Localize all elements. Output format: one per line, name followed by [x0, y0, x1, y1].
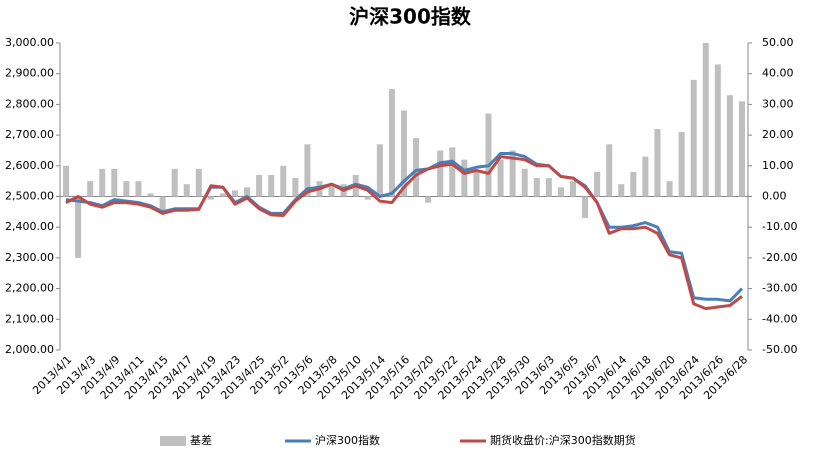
y2-tick-label: -50.00 [762, 343, 797, 356]
bar [232, 190, 239, 197]
y2-tick-label: -20.00 [762, 251, 797, 264]
bar [714, 64, 721, 197]
bar [207, 196, 214, 200]
y2-tick-label: 20.00 [762, 128, 794, 141]
y-tick-label: 2,200.00 [5, 282, 54, 295]
bar [171, 168, 178, 197]
bar [437, 150, 444, 197]
y2-tick-label: 0.00 [762, 190, 787, 203]
bar [666, 181, 673, 197]
bar [557, 187, 564, 197]
bar [268, 175, 275, 197]
bar [497, 159, 504, 197]
y2-tick-label: 10.00 [762, 159, 794, 172]
bar [111, 168, 118, 197]
bar [545, 178, 552, 197]
bar [388, 89, 395, 197]
y-tick-label: 2,600.00 [5, 159, 54, 172]
bar [485, 113, 492, 197]
bar [461, 159, 468, 197]
legend-label: 期货收盘价:沪深300指数期货 [490, 433, 636, 447]
y-tick-label: 2,500.00 [5, 190, 54, 203]
bar [292, 178, 299, 197]
bar [509, 150, 516, 197]
y2-tick-label: -10.00 [762, 220, 797, 233]
bar [521, 168, 528, 197]
bar [618, 184, 625, 197]
bar [726, 95, 733, 197]
bar [219, 193, 226, 197]
bar [123, 181, 130, 197]
chart-title: 沪深300指数 [349, 5, 472, 29]
bar [630, 171, 637, 197]
bar [473, 171, 480, 197]
y2-tick-label: 30.00 [762, 97, 794, 110]
bar [75, 196, 82, 258]
bar [449, 147, 456, 197]
bar [328, 184, 335, 197]
bar [376, 144, 383, 197]
bar [256, 175, 263, 197]
y-tick-label: 2,100.00 [5, 312, 54, 325]
bar [159, 196, 166, 212]
y-tick-label: 3,000.00 [5, 36, 54, 49]
bar [147, 193, 154, 197]
bar [594, 171, 601, 197]
y2-tick-label: 40.00 [762, 67, 794, 80]
y-tick-label: 2,400.00 [5, 220, 54, 233]
bar [569, 181, 576, 197]
bar [99, 168, 106, 197]
line [65, 155, 743, 311]
bar [364, 196, 371, 200]
bar [183, 184, 190, 197]
bar [738, 101, 745, 197]
bar [582, 196, 589, 218]
bar [304, 144, 311, 197]
bar [690, 79, 697, 197]
bar [425, 196, 432, 203]
legend-label: 沪深300指数 [315, 433, 380, 447]
bar [63, 165, 70, 197]
bar [413, 138, 420, 197]
bar [702, 43, 709, 197]
bar [642, 156, 649, 197]
y-tick-label: 2,900.00 [5, 67, 54, 80]
legend-label: 基差 [190, 433, 212, 447]
legend-swatch [160, 436, 186, 446]
bar [678, 132, 685, 197]
y-tick-label: 2,000.00 [5, 343, 54, 356]
y-tick-label: 2,800.00 [5, 97, 54, 110]
y2-tick-label: -30.00 [762, 282, 797, 295]
bar [654, 128, 661, 197]
y2-tick-label: 50.00 [762, 36, 794, 49]
bar [87, 181, 94, 197]
bar [606, 144, 613, 197]
bar [533, 178, 540, 197]
bar [195, 168, 202, 197]
y2-tick-label: -40.00 [762, 312, 797, 325]
y-tick-label: 2,700.00 [5, 128, 54, 141]
bar [400, 110, 408, 197]
bar [244, 187, 251, 197]
bar [280, 165, 287, 197]
y-tick-label: 2,300.00 [5, 251, 54, 264]
bar [135, 181, 142, 197]
